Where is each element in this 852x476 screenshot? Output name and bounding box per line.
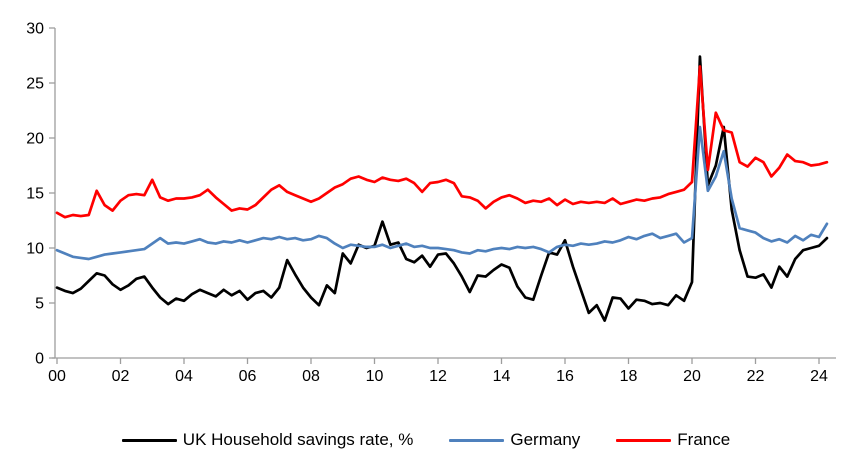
- svg-text:20: 20: [683, 368, 701, 385]
- svg-text:02: 02: [112, 368, 130, 385]
- svg-text:16: 16: [556, 368, 574, 385]
- svg-text:25: 25: [26, 76, 44, 93]
- svg-text:00: 00: [48, 368, 66, 385]
- svg-text:15: 15: [26, 186, 44, 203]
- svg-text:22: 22: [747, 368, 765, 385]
- svg-text:10: 10: [366, 368, 384, 385]
- svg-text:12: 12: [429, 368, 447, 385]
- germany-legend-label: Germany: [510, 430, 581, 449]
- france-legend-label: France: [677, 430, 731, 449]
- uk-legend-label: UK Household savings rate, %: [182, 430, 414, 449]
- svg-text:14: 14: [493, 368, 511, 385]
- chart-legend: UK Household savings rate, % Germany Fra…: [0, 430, 852, 450]
- legend-item-germany: Germany: [449, 430, 580, 450]
- svg-text:06: 06: [239, 368, 257, 385]
- svg-text:0: 0: [35, 351, 44, 368]
- svg-text:18: 18: [620, 368, 638, 385]
- svg-text:10: 10: [26, 241, 44, 258]
- germany-line-swatch: [449, 438, 505, 442]
- legend-item-uk: UK Household savings rate, %: [121, 430, 414, 450]
- svg-text:20: 20: [26, 131, 44, 148]
- svg-text:24: 24: [810, 368, 828, 385]
- svg-text:5: 5: [35, 296, 44, 313]
- svg-text:04: 04: [175, 368, 193, 385]
- uk-line-swatch: [121, 438, 177, 442]
- svg-text:08: 08: [302, 368, 320, 385]
- france-line-swatch: [616, 438, 672, 442]
- svg-text:30: 30: [26, 21, 44, 38]
- legend-item-france: France: [616, 430, 730, 450]
